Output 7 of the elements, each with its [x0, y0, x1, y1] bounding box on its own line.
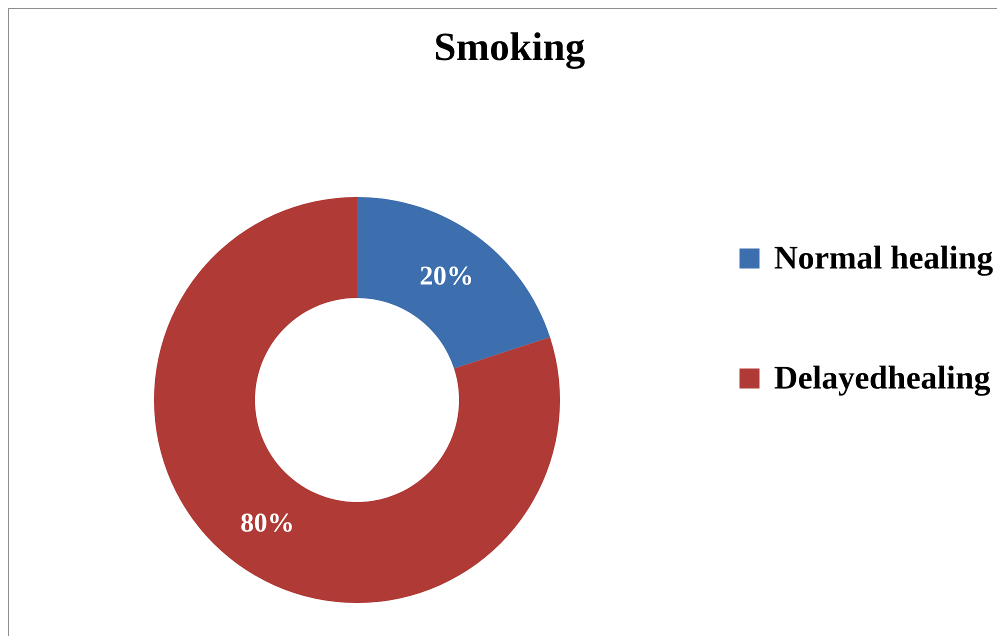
legend-label: Delayedhealing: [774, 360, 991, 396]
chart-title: Smoking: [434, 24, 586, 69]
donut-slice: [154, 197, 560, 603]
donut-slice: [357, 197, 550, 368]
legend-label: Normal healing: [774, 240, 994, 276]
data-label: 20%: [420, 260, 474, 291]
data-label: 80%: [240, 507, 294, 538]
